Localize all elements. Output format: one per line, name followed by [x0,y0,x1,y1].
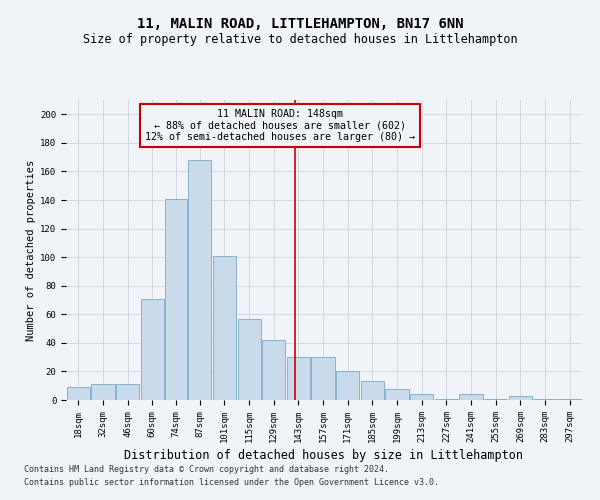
Bar [484,398,508,400]
Bar [116,384,139,400]
Bar [361,382,384,400]
Bar [460,394,482,400]
Y-axis label: Number of detached properties: Number of detached properties [26,160,36,340]
Bar [410,394,433,400]
Bar [262,340,286,400]
Bar [558,398,581,400]
Bar [188,160,211,400]
Bar [140,298,164,400]
Bar [238,318,261,400]
Bar [213,256,236,400]
Bar [385,388,409,400]
Bar [91,384,115,400]
Text: 11, MALIN ROAD, LITTLEHAMPTON, BN17 6NN: 11, MALIN ROAD, LITTLEHAMPTON, BN17 6NN [137,18,463,32]
Bar [311,357,335,400]
Bar [336,372,359,400]
Text: Contains HM Land Registry data © Crown copyright and database right 2024.: Contains HM Land Registry data © Crown c… [24,466,389,474]
Bar [67,387,90,400]
Bar [287,357,310,400]
Text: 11 MALIN ROAD: 148sqm
← 88% of detached houses are smaller (602)
12% of semi-det: 11 MALIN ROAD: 148sqm ← 88% of detached … [145,109,415,142]
Bar [435,398,458,400]
Bar [533,398,557,400]
Bar [166,198,187,400]
X-axis label: Distribution of detached houses by size in Littlehampton: Distribution of detached houses by size … [125,449,523,462]
Text: Contains public sector information licensed under the Open Government Licence v3: Contains public sector information licen… [24,478,439,487]
Text: Size of property relative to detached houses in Littlehampton: Size of property relative to detached ho… [83,32,517,46]
Bar [509,396,532,400]
